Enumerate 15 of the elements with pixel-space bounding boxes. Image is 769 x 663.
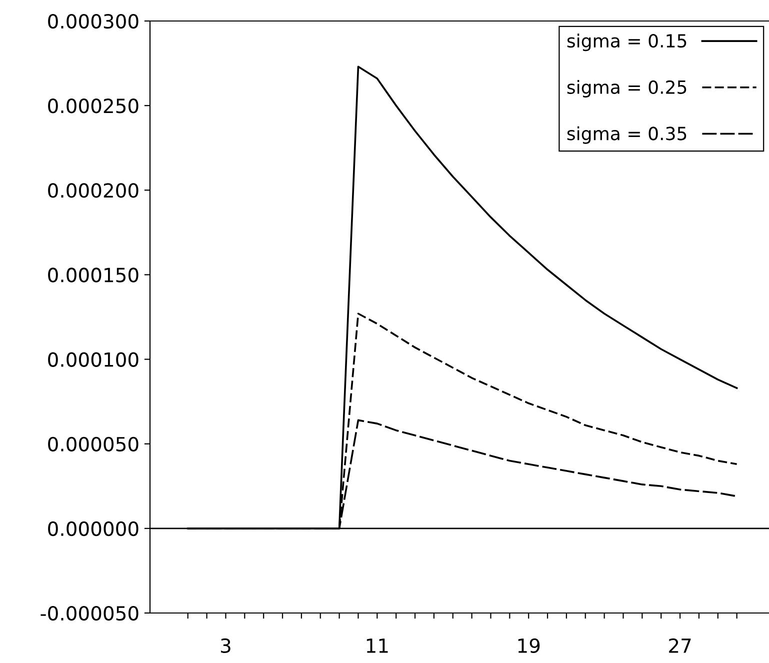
- y-tick-label: 0.000100: [48, 352, 138, 367]
- y-tick-label: 0.000050: [48, 436, 138, 452]
- x-tick-label: 3: [221, 638, 230, 654]
- y-tick-label: 0.000000: [48, 521, 138, 536]
- x-tick-label: 27: [669, 638, 691, 653]
- y-tick-label: 0.000300: [48, 14, 138, 29]
- legend-label: sigma = 0.25: [567, 80, 686, 98]
- y-tick-label: 0.000150: [48, 268, 138, 282]
- legend-label: sigma = 0.15: [567, 34, 686, 52]
- y-tick-label: 0.000250: [48, 98, 138, 114]
- y-tick-label: -0.000050: [40, 606, 138, 621]
- legend-label: sigma = 0.35: [567, 126, 686, 144]
- x-tick-label: 19: [518, 638, 540, 654]
- y-tick-label: 0.000200: [48, 183, 138, 198]
- x-tick-label: 11: [366, 638, 388, 653]
